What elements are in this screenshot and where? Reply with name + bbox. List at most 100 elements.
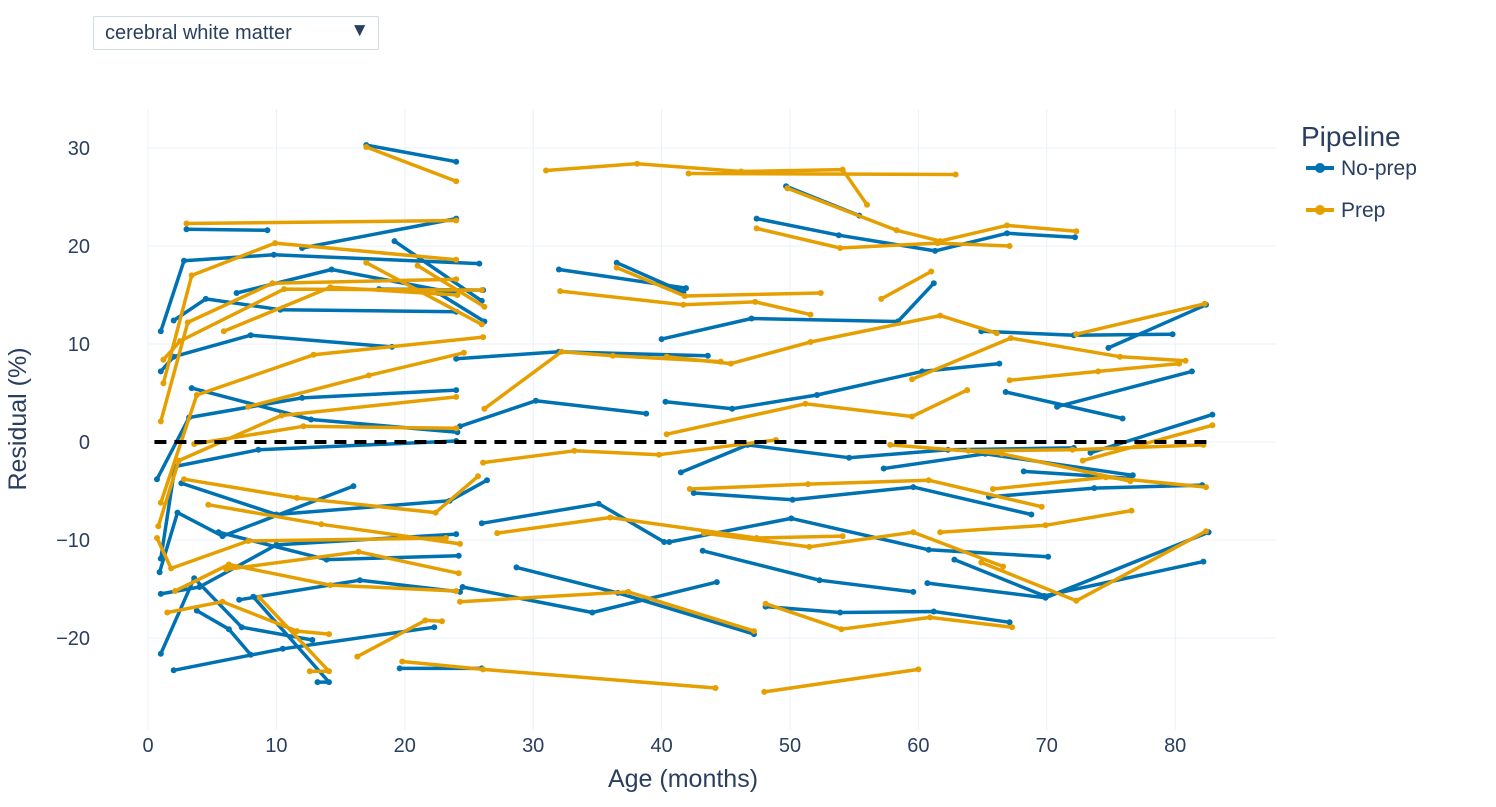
data-point xyxy=(816,577,823,584)
data-point xyxy=(752,298,759,305)
data-point xyxy=(264,227,271,234)
data-point xyxy=(937,312,944,319)
data-point xyxy=(543,167,549,174)
data-point xyxy=(188,272,195,279)
data-point xyxy=(453,217,460,224)
data-point xyxy=(1042,522,1049,529)
subject-line xyxy=(763,601,1014,631)
data-point xyxy=(802,400,809,407)
data-point xyxy=(270,251,277,258)
subject-line xyxy=(415,263,487,309)
x-tick-label: 80 xyxy=(1164,735,1186,757)
data-point xyxy=(880,465,887,472)
data-point xyxy=(1028,511,1035,518)
data-point xyxy=(807,311,814,318)
x-tick-label: 40 xyxy=(650,735,672,757)
data-point xyxy=(789,496,796,503)
subject-line xyxy=(663,361,1002,411)
data-point xyxy=(1006,377,1013,384)
subject-line xyxy=(667,516,1050,559)
data-point xyxy=(432,509,439,516)
subject-line xyxy=(155,388,458,481)
data-point xyxy=(1069,446,1076,453)
data-point xyxy=(1006,243,1013,249)
data-point xyxy=(1129,472,1136,479)
data-point xyxy=(431,624,438,631)
subject-line xyxy=(664,388,969,436)
subject-line xyxy=(938,508,1134,534)
data-point xyxy=(663,353,670,360)
data-point xyxy=(480,666,487,673)
data-point xyxy=(686,486,693,492)
data-point xyxy=(453,531,460,538)
subject-line xyxy=(1081,423,1215,463)
legend-item-no-prep: No-prep xyxy=(1306,157,1417,180)
data-point xyxy=(666,539,673,545)
data-point xyxy=(887,441,894,448)
data-point xyxy=(1200,558,1207,565)
data-point xyxy=(155,523,162,530)
legend-item-prep: Prep xyxy=(1306,199,1385,222)
data-point xyxy=(878,295,885,302)
subject-line xyxy=(184,227,270,233)
subject-line xyxy=(400,659,718,690)
subject-line xyxy=(664,313,999,366)
x-tick-label: 50 xyxy=(779,735,801,757)
data-point xyxy=(157,328,164,335)
data-point xyxy=(453,393,460,400)
data-point xyxy=(893,227,900,234)
data-point xyxy=(453,256,460,263)
data-point xyxy=(160,356,167,363)
data-point xyxy=(442,535,449,541)
data-point xyxy=(174,509,181,516)
data-point xyxy=(154,535,160,541)
data-point xyxy=(422,617,429,624)
subject-line xyxy=(159,253,482,334)
data-point xyxy=(909,376,915,383)
data-point xyxy=(326,668,332,675)
subject-line xyxy=(762,667,921,694)
data-point xyxy=(817,290,824,296)
y-tick-label: 10 xyxy=(68,334,90,356)
data-point xyxy=(1105,344,1112,351)
data-point xyxy=(557,288,564,295)
data-point xyxy=(281,286,288,293)
data-point xyxy=(154,476,160,483)
data-point xyxy=(924,580,931,587)
subject-line xyxy=(155,536,448,571)
data-point xyxy=(453,158,460,165)
data-point xyxy=(356,577,363,584)
data-point xyxy=(952,171,959,178)
data-point xyxy=(932,247,939,254)
data-point xyxy=(157,499,164,506)
data-point xyxy=(293,494,300,501)
data-point xyxy=(1079,457,1086,464)
data-point xyxy=(910,529,917,536)
data-point xyxy=(753,215,760,222)
subject-line xyxy=(688,478,1044,509)
data-point xyxy=(233,290,240,296)
data-point xyxy=(164,609,171,616)
subject-line xyxy=(159,277,458,424)
region-dropdown[interactable]: cerebral white matter ▼ xyxy=(93,16,379,50)
subject-line xyxy=(159,335,485,505)
subject-line xyxy=(364,145,458,184)
x-axis-ticks: 0 10 20 30 40 50 60 70 80 xyxy=(142,735,1186,757)
data-point xyxy=(1045,553,1052,560)
data-point xyxy=(915,666,922,673)
data-point xyxy=(658,336,665,343)
subject-line xyxy=(195,608,253,657)
data-point xyxy=(1203,484,1209,491)
data-point xyxy=(1073,331,1080,338)
data-point xyxy=(293,628,300,635)
y-tick-label: −10 xyxy=(56,530,90,552)
x-tick-label: 0 xyxy=(142,735,153,757)
data-point xyxy=(157,368,164,375)
data-point xyxy=(478,520,485,527)
subject-line xyxy=(700,549,916,594)
y-tick-label: 20 xyxy=(68,236,90,258)
data-point xyxy=(160,380,167,387)
data-point xyxy=(1004,230,1010,237)
subject-line xyxy=(171,297,458,323)
